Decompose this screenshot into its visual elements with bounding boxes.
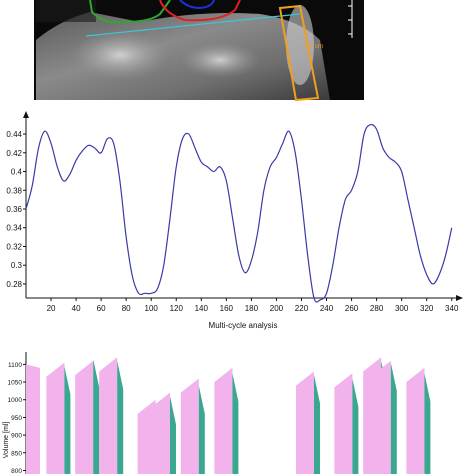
depth-scale	[348, 0, 353, 38]
green-roi-contour	[89, 0, 171, 24]
y-tick-label: 0.34	[6, 224, 22, 233]
green-area	[93, 359, 100, 474]
y-axis-label: Volume [ml]	[3, 422, 10, 459]
orange-roi-box	[278, 4, 320, 102]
area-y-tick-label: 1000	[8, 397, 23, 404]
pink-area	[46, 362, 65, 474]
bright-vessel	[286, 5, 314, 85]
x-tick-label: 180	[245, 304, 259, 313]
x-tick-label: 140	[195, 304, 209, 313]
x-tick-label: 100	[145, 304, 159, 313]
image-panel: 5.1 cm	[0, 0, 474, 102]
pink-area	[137, 399, 156, 474]
x-tick-label: 160	[220, 304, 234, 313]
y-tick-label: 0.36	[6, 205, 22, 214]
green-area	[117, 360, 124, 474]
area-y-tick-label: 850	[11, 450, 22, 457]
x-tick-label: 280	[370, 304, 384, 313]
area-chart-peaks	[26, 357, 431, 474]
green-area	[352, 378, 359, 474]
pink-area	[99, 357, 118, 474]
pink-area	[296, 371, 314, 474]
bright-tissue	[70, 30, 170, 80]
green-area	[232, 373, 239, 474]
green-area	[198, 385, 205, 474]
x-tick-label: 300	[395, 304, 409, 313]
volume-area-chart: 800 850 900 950 1000 1050 1100 Volume [ml]	[3, 352, 431, 474]
pink-area	[372, 360, 391, 474]
pink-area	[406, 367, 425, 474]
line-chart: 0.28 0.3 0.32 0.34 0.36 0.38 0.4 0.42 0.44 20 40 6…	[6, 111, 463, 330]
area-y-tick-label: 1050	[8, 380, 23, 387]
pink-area	[180, 378, 199, 474]
x-tick-label: 40	[72, 304, 81, 313]
red-roi-contour	[159, 0, 241, 22]
y-tick-label: 0.42	[6, 149, 22, 158]
x-tick-label: 200	[270, 304, 284, 313]
y-axis-arrow	[23, 111, 29, 118]
y-tick-label: 0.32	[6, 242, 22, 251]
green-area	[424, 373, 431, 474]
dark-area	[36, 0, 96, 22]
pink-area	[334, 373, 353, 474]
area-chart-y-ticks: 800 850 900 950 1000 1050 1100	[8, 362, 26, 474]
measure-label: 5.1 cm	[305, 44, 323, 50]
green-area	[390, 362, 397, 474]
area-y-tick-label: 900	[11, 433, 22, 440]
pink-area	[75, 360, 94, 474]
y-tick-label: 0.4	[11, 168, 23, 177]
y-tick-label: 0.44	[6, 130, 22, 139]
line-chart-x-ticks: 20 40 60 80 100 120 140 160 180 200 220 240 260 280 30…	[47, 298, 459, 313]
x-tick-label: 260	[345, 304, 359, 313]
x-tick-label: 20	[47, 304, 56, 313]
area-y-tick-label: 950	[11, 415, 22, 422]
x-tick-label: 80	[122, 304, 131, 313]
green-area	[314, 374, 320, 474]
y-tick-label: 0.38	[6, 186, 22, 195]
area-y-tick-label: 800	[11, 468, 22, 474]
x-tick-label: 60	[97, 304, 106, 313]
green-area	[64, 366, 71, 474]
series-line	[25, 123, 453, 303]
x-tick-label: 320	[420, 304, 434, 313]
x-axis-arrow	[456, 295, 463, 301]
line-chart-axes	[23, 111, 463, 301]
x-tick-label: 120	[170, 304, 184, 313]
blue-roi-contour	[179, 0, 215, 10]
x-axis-label: Multi-cycle analysis	[209, 321, 278, 330]
bright-tissue-2	[180, 42, 260, 78]
pink-area	[214, 367, 233, 474]
x-tick-label: 220	[295, 304, 309, 313]
y-tick-label: 0.28	[6, 280, 22, 289]
line-chart-y-ticks: 0.28 0.3 0.32 0.34 0.36 0.38 0.4 0.42 0.44	[6, 130, 26, 289]
cyan-measure-line	[85, 13, 301, 37]
green-area	[170, 396, 176, 474]
x-tick-label: 340	[445, 304, 459, 313]
pink-area	[152, 392, 170, 474]
area-y-tick-label: 1100	[8, 362, 22, 369]
x-tick-label: 240	[320, 304, 334, 313]
y-tick-label: 0.3	[11, 261, 23, 270]
pink-area	[26, 364, 40, 474]
